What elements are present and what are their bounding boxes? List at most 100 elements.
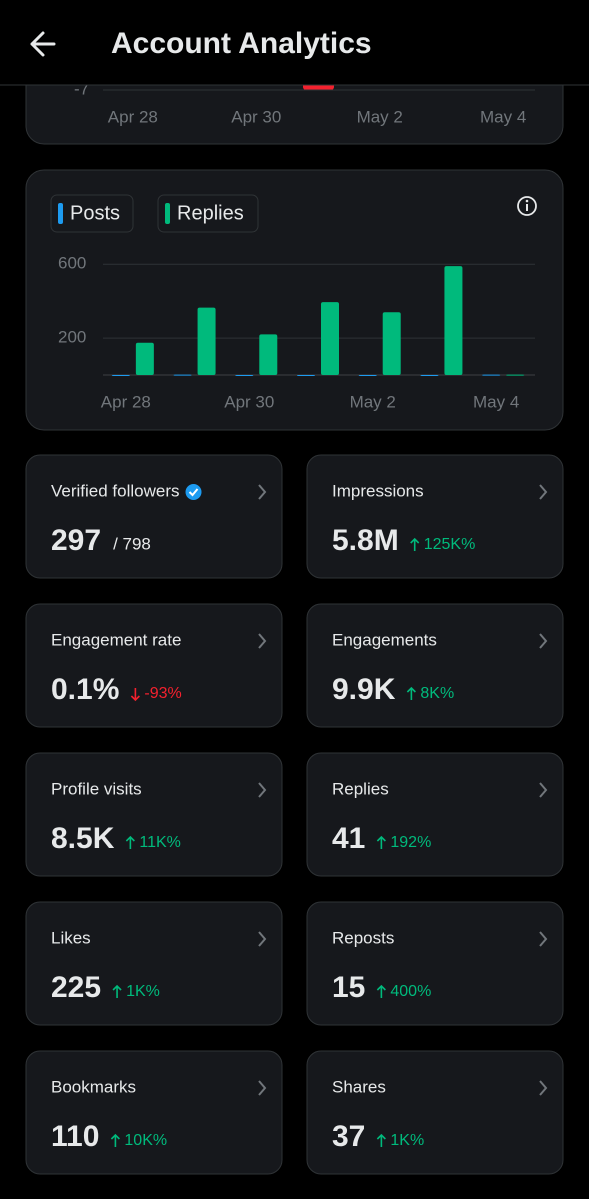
metric-value: 0.1%	[51, 673, 119, 706]
metric-label: Likes	[51, 928, 91, 947]
trend-arrow	[376, 1133, 386, 1147]
metric-change: 1K%	[126, 983, 160, 1000]
verified-badge	[185, 484, 202, 500]
bar	[444, 266, 463, 375]
metric-change: 125K%	[424, 536, 476, 553]
metric-card[interactable]	[25, 603, 283, 728]
y-tick-label: 200	[58, 328, 86, 347]
trend-arrow	[110, 1133, 120, 1147]
bar	[197, 307, 216, 375]
trend-arrow	[406, 686, 416, 700]
trend-arrow	[410, 537, 420, 551]
metric-change: 11K%	[139, 834, 181, 851]
metric-cards: Verified followers 297 / 798 Impressions 5.8…	[25, 454, 564, 1175]
bar	[259, 334, 278, 375]
chevron	[539, 931, 548, 947]
bar	[321, 302, 339, 375]
metric-change: 8K%	[420, 685, 454, 702]
chevron	[258, 633, 267, 649]
legend-label: Replies	[177, 202, 244, 224]
metric-total: / 798	[113, 534, 151, 553]
bar	[235, 375, 254, 376]
info-stem	[526, 204, 528, 211]
metric-label: Bookmarks	[51, 1077, 136, 1096]
chevron	[539, 1080, 548, 1096]
metric-value: 37	[332, 1120, 365, 1153]
x-tick-label: May 2	[350, 392, 396, 411]
y-tick-label: 600	[58, 254, 86, 273]
x-tick-label: May 4	[473, 392, 519, 411]
x-tick-label: Apr 30	[224, 392, 274, 411]
metric-card[interactable]	[306, 1050, 564, 1175]
bar	[358, 375, 377, 376]
bar	[482, 374, 501, 376]
trend-arrow	[125, 835, 135, 849]
metric-label: Engagement rate	[51, 630, 181, 649]
metric-label: Engagements	[332, 630, 437, 649]
metric-label: Reposts	[332, 928, 394, 947]
metric-change: 10K%	[124, 1132, 167, 1149]
metric-card[interactable]	[306, 603, 564, 728]
metric-label: Verified followers	[51, 481, 180, 500]
legend-swatch	[58, 203, 63, 224]
metric-card[interactable]	[306, 901, 564, 1026]
back-button[interactable]	[30, 31, 56, 57]
bar	[297, 375, 315, 376]
metric-value: 225	[51, 971, 101, 1004]
metric-change: 1K%	[390, 1132, 424, 1149]
trend-arrow	[376, 984, 386, 998]
legend-box[interactable]	[157, 194, 259, 233]
chevron	[539, 633, 548, 649]
trend-arrow	[376, 835, 386, 849]
chevron	[539, 782, 548, 798]
legend-box[interactable]	[50, 194, 134, 233]
chevron	[258, 484, 267, 500]
metric-change: -93%	[144, 685, 181, 702]
info-icon[interactable]	[517, 196, 537, 216]
metric-label: Impressions	[332, 481, 424, 500]
x-tick-label: Apr 30	[231, 107, 281, 126]
metric-value: 41	[332, 822, 365, 855]
info-dot	[525, 199, 529, 203]
metric-value: 9.9K	[332, 673, 396, 706]
x-tick-label: Apr 28	[101, 392, 151, 411]
metric-change: 400%	[390, 983, 431, 1000]
metric-value: 297	[51, 524, 101, 557]
x-tick-label: Apr 28	[108, 107, 158, 126]
trend-arrow	[130, 688, 140, 702]
x-tick-label: May 4	[480, 107, 526, 126]
bar	[506, 374, 525, 376]
bar	[173, 374, 192, 376]
legend-label: Posts	[70, 202, 120, 224]
verified-check	[188, 488, 199, 497]
x-tick-label: May 2	[357, 107, 403, 126]
bar	[382, 312, 401, 375]
metric-value: 5.8M	[332, 524, 399, 557]
page-title: Account Analytics	[111, 27, 372, 60]
metric-card[interactable]	[25, 1050, 283, 1175]
metric-value: 110	[51, 1120, 99, 1153]
chart-card	[25, 169, 564, 431]
metric-change: 192%	[390, 834, 431, 851]
header-bar	[0, 0, 589, 85]
metric-card[interactable]	[25, 752, 283, 877]
metric-value: 15	[332, 971, 365, 1004]
metric-label: Shares	[332, 1077, 386, 1096]
info-circle[interactable]	[517, 196, 537, 216]
chevron	[258, 1080, 267, 1096]
metric-value: 8.5K	[51, 822, 115, 855]
trend-arrow	[112, 984, 122, 998]
chevron	[258, 931, 267, 947]
metric-card[interactable]	[25, 454, 283, 579]
metric-card[interactable]	[306, 454, 564, 579]
bar	[135, 342, 154, 375]
bar	[420, 375, 439, 376]
chevron	[258, 782, 267, 798]
bar	[111, 375, 130, 376]
chevron	[539, 484, 548, 500]
metric-label: Replies	[332, 779, 389, 798]
metric-card[interactable]	[306, 752, 564, 877]
metric-card[interactable]	[25, 901, 283, 1026]
